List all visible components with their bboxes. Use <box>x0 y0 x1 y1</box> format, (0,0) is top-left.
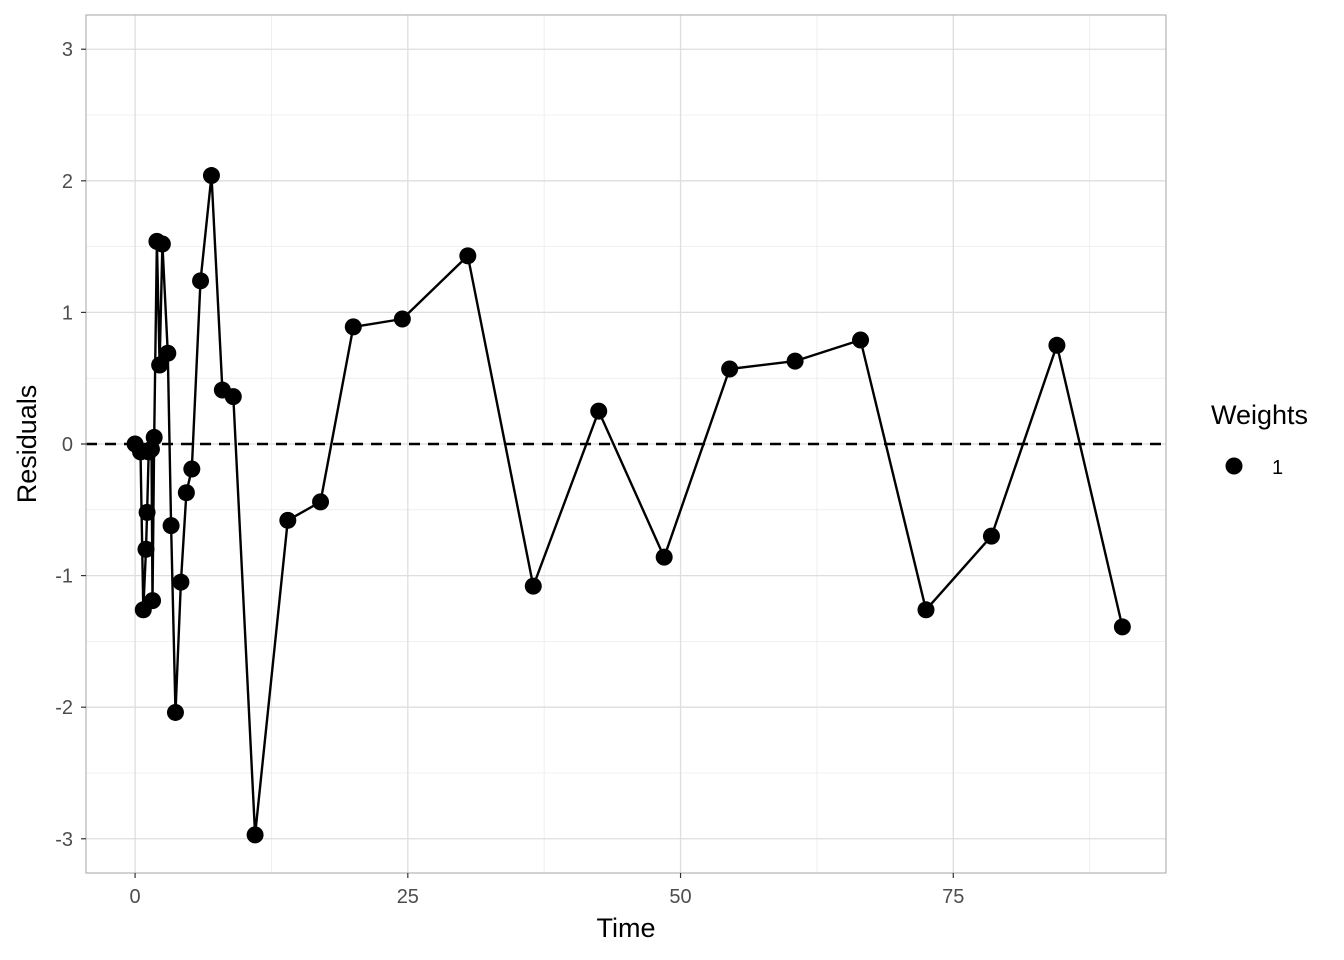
data-point <box>159 344 177 362</box>
data-point <box>721 360 739 378</box>
data-point <box>202 167 220 185</box>
data-point <box>144 592 162 610</box>
data-point <box>786 352 804 370</box>
x-axis-ticks: 0 25 50 75 <box>130 873 964 908</box>
data-point <box>312 493 330 511</box>
y-tick-label: 3 <box>62 39 73 61</box>
data-point <box>279 511 297 529</box>
legend: Weights 1 <box>1211 400 1308 479</box>
data-point <box>162 517 180 535</box>
data-point <box>917 601 935 619</box>
data-point <box>183 460 201 478</box>
data-point <box>177 484 195 502</box>
residual-series <box>126 167 1131 844</box>
y-axis-title: Residuals <box>12 385 42 504</box>
x-axis-title: Time <box>597 913 656 943</box>
data-point <box>1048 336 1066 354</box>
y-tick-label: 0 <box>62 434 73 456</box>
data-point <box>344 318 362 336</box>
data-point <box>137 540 155 558</box>
y-tick-label: 1 <box>62 302 73 324</box>
y-axis-ticks: -3 -2 -1 0 1 2 3 <box>55 39 86 851</box>
legend-key-point <box>1225 457 1243 475</box>
data-point <box>393 310 411 328</box>
data-point <box>138 503 156 521</box>
minor-gridlines <box>86 15 1166 873</box>
legend-entry-label: 1 <box>1272 457 1283 479</box>
data-point <box>524 577 542 595</box>
data-point <box>982 527 1000 545</box>
y-tick-label: 2 <box>62 171 73 193</box>
data-point <box>151 356 169 374</box>
data-point <box>246 826 264 844</box>
x-tick-label: 75 <box>942 886 964 908</box>
data-point <box>852 331 870 349</box>
y-tick-label: -3 <box>55 829 73 851</box>
data-point <box>192 272 210 290</box>
data-point <box>459 247 477 265</box>
x-tick-label: 25 <box>397 886 419 908</box>
data-point <box>590 402 608 420</box>
data-point <box>153 235 171 253</box>
series-line <box>134 174 1124 836</box>
y-tick-label: -1 <box>55 566 73 588</box>
y-tick-label: -2 <box>55 697 73 719</box>
legend-title: Weights <box>1211 400 1308 430</box>
data-point <box>655 548 673 566</box>
data-point <box>166 703 184 721</box>
data-point <box>224 388 242 406</box>
data-point <box>1113 618 1131 636</box>
data-point <box>172 573 190 591</box>
data-point <box>145 428 163 446</box>
x-tick-label: 0 <box>130 886 141 908</box>
x-tick-label: 50 <box>669 886 691 908</box>
